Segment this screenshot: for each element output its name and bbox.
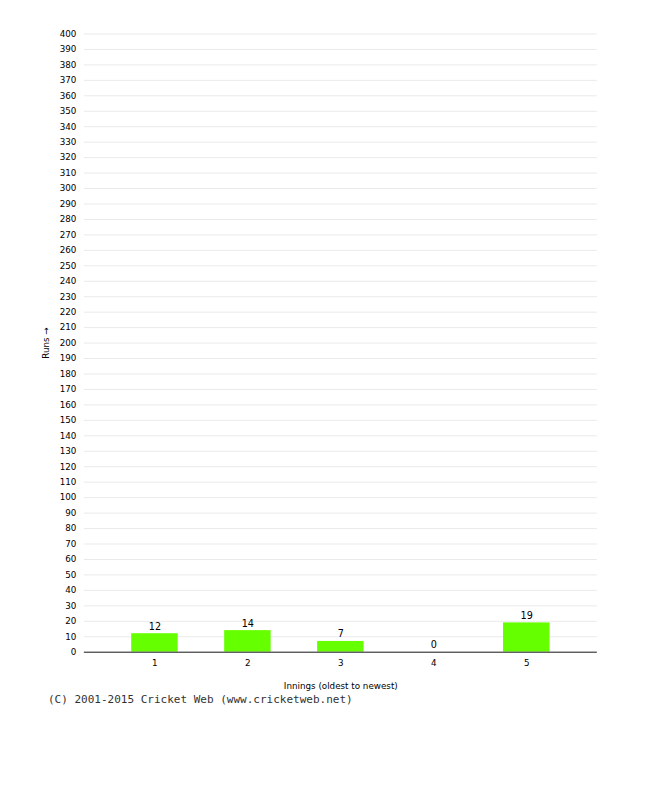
svg-text:170: 170 [60, 384, 77, 394]
svg-text:4: 4 [431, 658, 437, 668]
svg-text:40: 40 [65, 585, 76, 595]
svg-text:350: 350 [60, 106, 77, 116]
svg-text:10: 10 [65, 632, 76, 642]
svg-text:19: 19 [521, 610, 533, 621]
svg-text:240: 240 [60, 276, 77, 286]
svg-text:130: 130 [60, 446, 77, 456]
svg-text:3: 3 [338, 658, 344, 668]
svg-text:1: 1 [152, 658, 158, 668]
html-text:(C) 2001-2015 Cricket Web (www: (C) 2001-2015 Cricket Web (www.cricketwe… [48, 693, 353, 707]
svg-text:300: 300 [60, 183, 77, 193]
svg-text:50: 50 [65, 570, 76, 580]
svg-text:60: 60 [65, 554, 76, 564]
svg-text:200: 200 [60, 338, 77, 348]
svg-text:160: 160 [60, 400, 77, 410]
svg-text:120: 120 [60, 462, 77, 472]
svg-text:20: 20 [65, 616, 76, 626]
svg-text:230: 230 [60, 292, 77, 302]
svg-text:320: 320 [60, 152, 77, 162]
svg-text:390: 390 [60, 44, 77, 54]
svg-text:260: 260 [60, 245, 77, 255]
svg-text:90: 90 [65, 508, 76, 518]
svg-text:30: 30 [65, 601, 76, 611]
svg-text:340: 340 [60, 122, 77, 132]
svg-text:100: 100 [60, 492, 77, 502]
svg-text:Innings (oldest to newest): Innings (oldest to newest) [284, 681, 398, 691]
svg-text:360: 360 [60, 91, 77, 101]
svg-text:250: 250 [60, 261, 77, 271]
svg-text:150: 150 [60, 415, 77, 425]
svg-text:220: 220 [60, 307, 77, 317]
svg-text:12: 12 [149, 621, 161, 632]
svg-text:370: 370 [60, 75, 77, 85]
svg-text:7: 7 [338, 628, 344, 639]
svg-text:270: 270 [60, 230, 77, 240]
svg-text:290: 290 [60, 199, 77, 209]
svg-text:110: 110 [60, 477, 77, 487]
svg-text:80: 80 [65, 523, 76, 533]
svg-text:190: 190 [60, 353, 77, 363]
svg-text:310: 310 [60, 168, 77, 178]
svg-text:70: 70 [65, 539, 76, 549]
svg-text:280: 280 [60, 214, 77, 224]
svg-text:0: 0 [431, 639, 437, 650]
svg-text:0: 0 [71, 647, 77, 657]
svg-text:380: 380 [60, 60, 77, 70]
svg-text:5: 5 [524, 658, 530, 668]
svg-text:Runs →: Runs → [41, 327, 51, 358]
svg-text:330: 330 [60, 137, 77, 147]
svg-text:2: 2 [245, 658, 251, 668]
svg-text:180: 180 [60, 369, 77, 379]
svg-text:140: 140 [60, 431, 77, 441]
svg-text:400: 400 [60, 29, 77, 39]
svg-text:210: 210 [60, 322, 77, 332]
svg-text:14: 14 [242, 618, 254, 629]
